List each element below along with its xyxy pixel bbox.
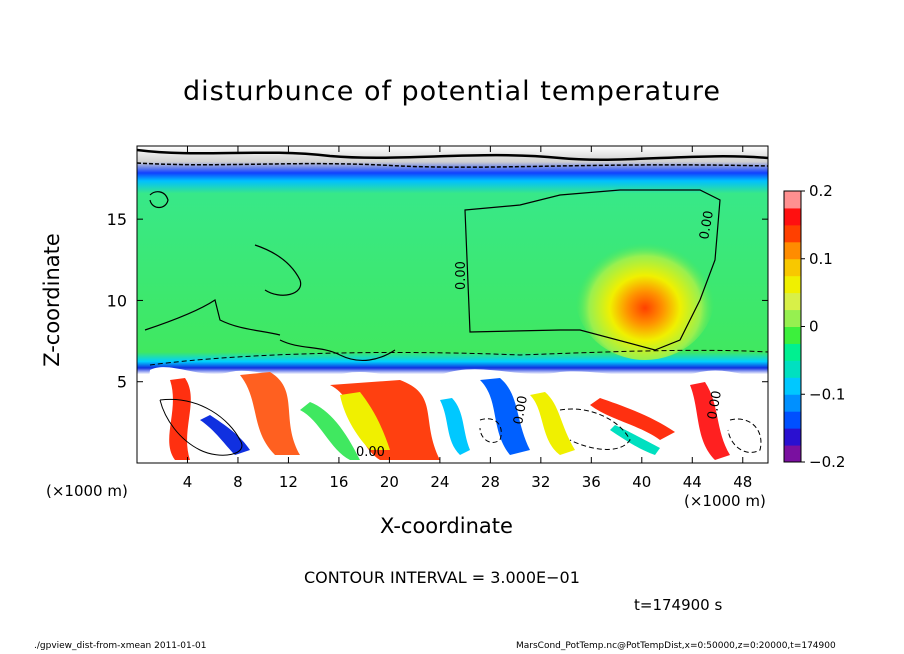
colorbar-swatch xyxy=(784,241,801,260)
contour-labels: 0.00 0.00 0.00 0.00 0.00 xyxy=(356,210,725,460)
x-tick-label: 44 xyxy=(683,473,702,491)
x-tick-label: 48 xyxy=(733,473,752,491)
contour-label: 0.00 xyxy=(697,210,717,241)
colorbar-swatch xyxy=(784,326,801,344)
x-tick-label: 16 xyxy=(329,473,348,491)
colorbar-swatch xyxy=(784,360,801,378)
x-tick-label: 36 xyxy=(582,473,601,491)
warm-anomaly xyxy=(575,230,715,360)
colorbar-swatch xyxy=(784,191,801,209)
colorbar-tick-label: 0.2 xyxy=(809,182,833,200)
colorbar-swatch xyxy=(784,445,801,463)
y-tick-label: 15 xyxy=(107,210,127,229)
colorbar-swatch xyxy=(784,258,801,277)
colorbar-swatch xyxy=(784,292,801,311)
footer-left: ./gpview_dist-from-xmean 2011-01-01 xyxy=(34,641,207,651)
colorbar-tick-label: −0.1 xyxy=(809,385,845,403)
x-tick-label: 4 xyxy=(183,473,193,491)
heatmap-field xyxy=(137,146,768,463)
colorbar-tick-label: 0 xyxy=(809,318,819,336)
colorbar-tick-label: 0.1 xyxy=(809,250,833,268)
x-unit-right: (×1000 m) xyxy=(684,492,766,510)
colorbar-swatch xyxy=(784,224,801,243)
x-unit-left: (×1000 m) xyxy=(46,482,128,500)
colorbar-tick-label: −0.2 xyxy=(809,453,845,471)
x-tick-label: 28 xyxy=(481,473,500,491)
contour-label: 0.00 xyxy=(454,261,469,290)
x-tick-label: 32 xyxy=(531,473,550,491)
colorbar-swatch xyxy=(784,309,801,327)
colorbar-swatch xyxy=(784,428,801,446)
time-label: t=174900 s xyxy=(634,596,723,614)
plot-frame xyxy=(136,145,769,464)
y-tick-label: 10 xyxy=(107,291,127,310)
x-tick-label: 24 xyxy=(430,473,449,491)
contour-label: 0.00 xyxy=(511,395,531,426)
contour-label: 0.00 xyxy=(705,390,725,421)
x-axis-label: X-coordinate xyxy=(380,514,513,538)
y-axis-label: Z-coordinate xyxy=(40,233,64,367)
y-tick-label: 5 xyxy=(117,373,127,392)
colorbar-swatch xyxy=(784,275,801,294)
x-tick-label: 20 xyxy=(380,473,399,491)
contour-interval: CONTOUR INTERVAL = 3.000E−01 xyxy=(304,568,580,587)
colorbar-swatch xyxy=(784,343,801,361)
colorbar-swatch xyxy=(784,411,801,429)
colorbar-swatch xyxy=(784,377,801,395)
x-axis: 4 8 12 16 20 24 28 32 36 40 44 48 xyxy=(183,146,752,491)
x-tick-label: 40 xyxy=(632,473,651,491)
colorbar-swatch xyxy=(784,207,801,226)
colorbar: 0.2 0.1 0 −0.1 −0.2 xyxy=(783,182,845,471)
contour-label: 0.00 xyxy=(356,445,385,460)
x-tick-label: 8 xyxy=(233,473,243,491)
chart-title: disturbunce of potential temperature xyxy=(183,76,721,107)
y-axis: 5 10 15 xyxy=(107,210,768,392)
footer-right: MarsCond_PotTemp.nc@PotTempDist,x=0:5000… xyxy=(516,641,836,651)
x-tick-label: 12 xyxy=(279,473,298,491)
colorbar-swatch xyxy=(784,394,801,412)
